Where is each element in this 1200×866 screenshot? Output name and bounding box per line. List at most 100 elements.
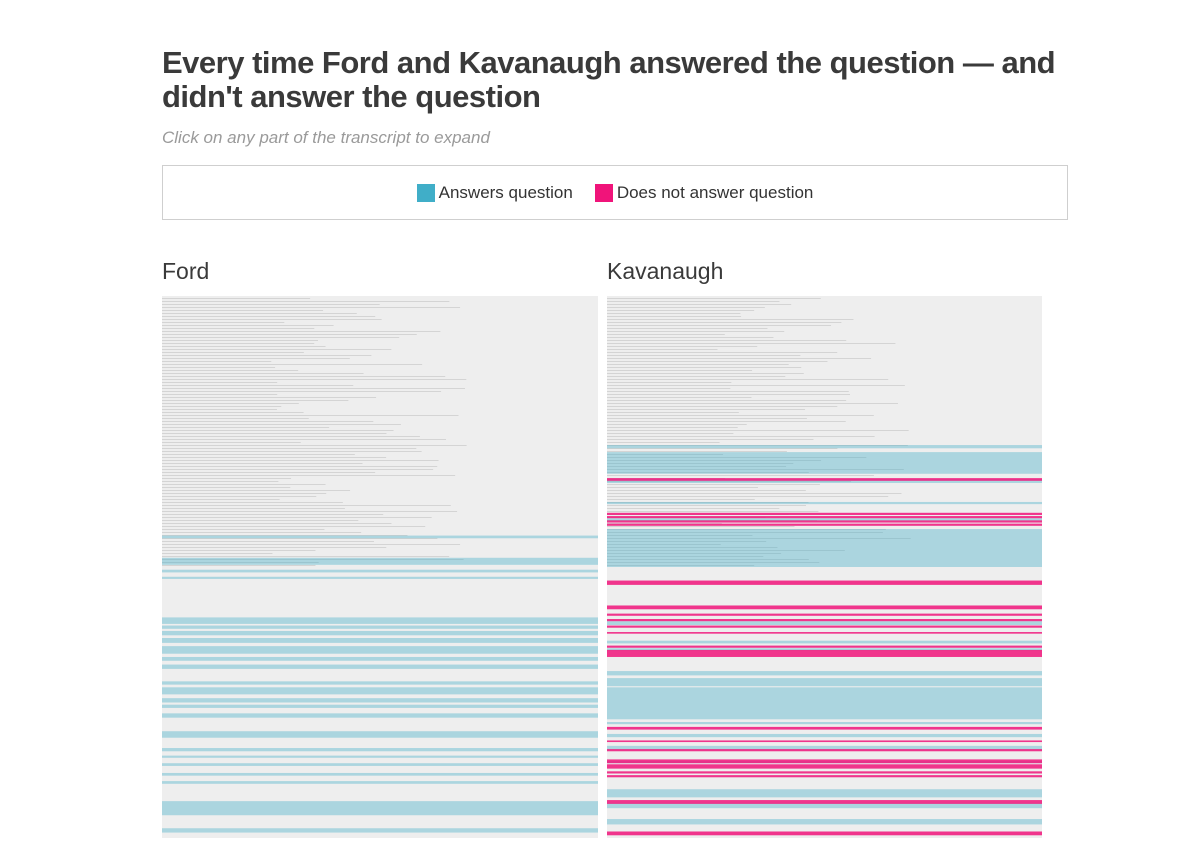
ford-answer-segment[interactable] [162, 713, 598, 718]
ford-transcript-strip[interactable] [162, 296, 598, 838]
kavanaugh-answer-segment[interactable] [607, 819, 1042, 825]
kavanaugh-answer-segment[interactable] [607, 733, 1042, 738]
ford-answer-segment[interactable] [162, 630, 598, 636]
ford-answer-segment[interactable] [162, 828, 598, 833]
kavanaugh-answer-segment[interactable] [607, 789, 1042, 798]
kavanaugh-text-line [607, 382, 732, 383]
kavanaugh-not-answer-segment[interactable] [607, 726, 1042, 730]
ford-answer-segment[interactable] [162, 617, 598, 624]
kavanaugh-not-answer-segment[interactable] [607, 580, 1042, 585]
kavanaugh-text-line [607, 379, 889, 380]
kavanaugh-not-answer-segment[interactable] [607, 831, 1042, 836]
kavanaugh-text-line [607, 487, 758, 488]
kavanaugh-text-line [607, 346, 758, 347]
kavanaugh-not-answer-segment[interactable] [607, 764, 1042, 769]
ford-answer-segment[interactable] [162, 646, 598, 654]
kavanaugh-answer-segment[interactable] [607, 529, 1042, 567]
kavanaugh-not-answer-segment[interactable] [607, 605, 1042, 610]
kavanaugh-text-line [607, 499, 755, 500]
kavanaugh-not-answer-segment[interactable] [607, 478, 1042, 481]
ford-answer-segment[interactable] [162, 535, 598, 539]
kavanaugh-answer-segment[interactable] [607, 648, 1042, 651]
kavanaugh-not-answer-segment[interactable] [607, 649, 1042, 657]
kavanaugh-text-line [607, 502, 809, 503]
kavanaugh-transcript-strip[interactable] [607, 296, 1042, 838]
kavanaugh-answer-segment[interactable] [607, 621, 1042, 625]
ford-text-line [162, 328, 315, 329]
kavanaugh-not-answer-segment[interactable] [607, 749, 1042, 752]
ford-answer-segment[interactable] [162, 625, 598, 629]
kavanaugh-answer-segment[interactable] [607, 518, 1042, 521]
kavanaugh-not-answer-segment[interactable] [607, 740, 1042, 743]
ford-answer-segment[interactable] [162, 781, 598, 784]
kavanaugh-answer-segment[interactable] [607, 722, 1042, 725]
ford-text-line [162, 496, 317, 497]
ford-text-line [162, 340, 318, 341]
kavanaugh-not-answer-segment[interactable] [607, 516, 1042, 519]
ford-text-line [162, 493, 327, 494]
kavanaugh-text-line [607, 358, 872, 359]
kavanaugh-text-line [607, 352, 838, 353]
kavanaugh-not-answer-segment[interactable] [607, 520, 1042, 523]
kavanaugh-answer-segment[interactable] [607, 687, 1042, 720]
kavanaugh-answer-segment[interactable] [607, 445, 1042, 449]
ford-answer-segment[interactable] [162, 687, 598, 695]
kavanaugh-text-line [607, 556, 764, 557]
ford-text-line [162, 529, 325, 530]
kavanaugh-answer-segment[interactable] [607, 802, 1042, 809]
kavanaugh-text-line [607, 469, 904, 470]
ford-text-line [162, 481, 279, 482]
kavanaugh-not-answer-segment[interactable] [607, 759, 1042, 764]
ford-answer-segment[interactable] [162, 656, 598, 661]
kavanaugh-not-answer-segment[interactable] [607, 775, 1042, 778]
kavanaugh-text-line [607, 511, 819, 512]
ford-answer-segment[interactable] [162, 801, 598, 816]
ford-transcript-svg[interactable] [162, 296, 598, 838]
ford-text-line [162, 304, 380, 305]
kavanaugh-text-line [607, 361, 828, 362]
ford-text-line [162, 415, 459, 416]
kavanaugh-not-answer-segment[interactable] [607, 771, 1042, 774]
ford-answer-segment[interactable] [162, 704, 598, 708]
ford-answer-segment[interactable] [162, 731, 598, 738]
kavanaugh-answer-segment[interactable] [607, 678, 1042, 687]
ford-answer-segment[interactable] [162, 763, 598, 766]
kavanaugh-not-answer-segment[interactable] [607, 645, 1042, 648]
ford-answer-segment[interactable] [162, 698, 598, 703]
kavanaugh-answer-segment[interactable] [607, 452, 1042, 474]
kavanaugh-answer-segment[interactable] [607, 479, 1042, 483]
kavanaugh-answer-segment[interactable] [607, 671, 1042, 676]
kavanaugh-not-answer-segment[interactable] [607, 512, 1042, 515]
kavanaugh-not-answer-segment[interactable] [607, 632, 1042, 634]
ford-answer-segment[interactable] [162, 576, 598, 579]
ford-answer-segment[interactable] [162, 638, 598, 643]
kavanaugh-text-line [607, 340, 847, 341]
ford-text-line [162, 460, 439, 461]
kavanaugh-text-line [607, 472, 809, 473]
ford-answer-segment[interactable] [162, 681, 598, 685]
ford-text-line [162, 562, 319, 563]
ford-answer-segment[interactable] [162, 772, 598, 776]
kavanaugh-text-line [607, 481, 852, 482]
kavanaugh-not-answer-segment[interactable] [607, 523, 1042, 526]
ford-answer-segment[interactable] [162, 557, 598, 565]
ford-answer-segment[interactable] [162, 664, 598, 669]
kavanaugh-answer-segment[interactable] [607, 501, 1042, 505]
kavanaugh-not-answer-segment[interactable] [607, 625, 1042, 628]
kavanaugh-not-answer-segment[interactable] [607, 619, 1042, 622]
ford-answer-segment[interactable] [162, 748, 598, 752]
kavanaugh-answer-segment[interactable] [607, 640, 1042, 644]
kavanaugh-text-line [607, 313, 741, 314]
kavanaugh-transcript-svg[interactable] [607, 296, 1042, 838]
kavanaugh-not-answer-segment[interactable] [607, 613, 1042, 616]
ford-text-line [162, 499, 280, 500]
ford-text-line [162, 367, 276, 368]
kavanaugh-text-line [607, 397, 752, 398]
kavanaugh-answer-segment[interactable] [607, 745, 1042, 751]
ford-answer-segment[interactable] [162, 755, 598, 758]
ford-text-line [162, 541, 374, 542]
ford-text-line [162, 550, 316, 551]
ford-text-line [162, 376, 446, 377]
ford-answer-segment[interactable] [162, 569, 598, 573]
kavanaugh-not-answer-segment[interactable] [607, 800, 1042, 804]
